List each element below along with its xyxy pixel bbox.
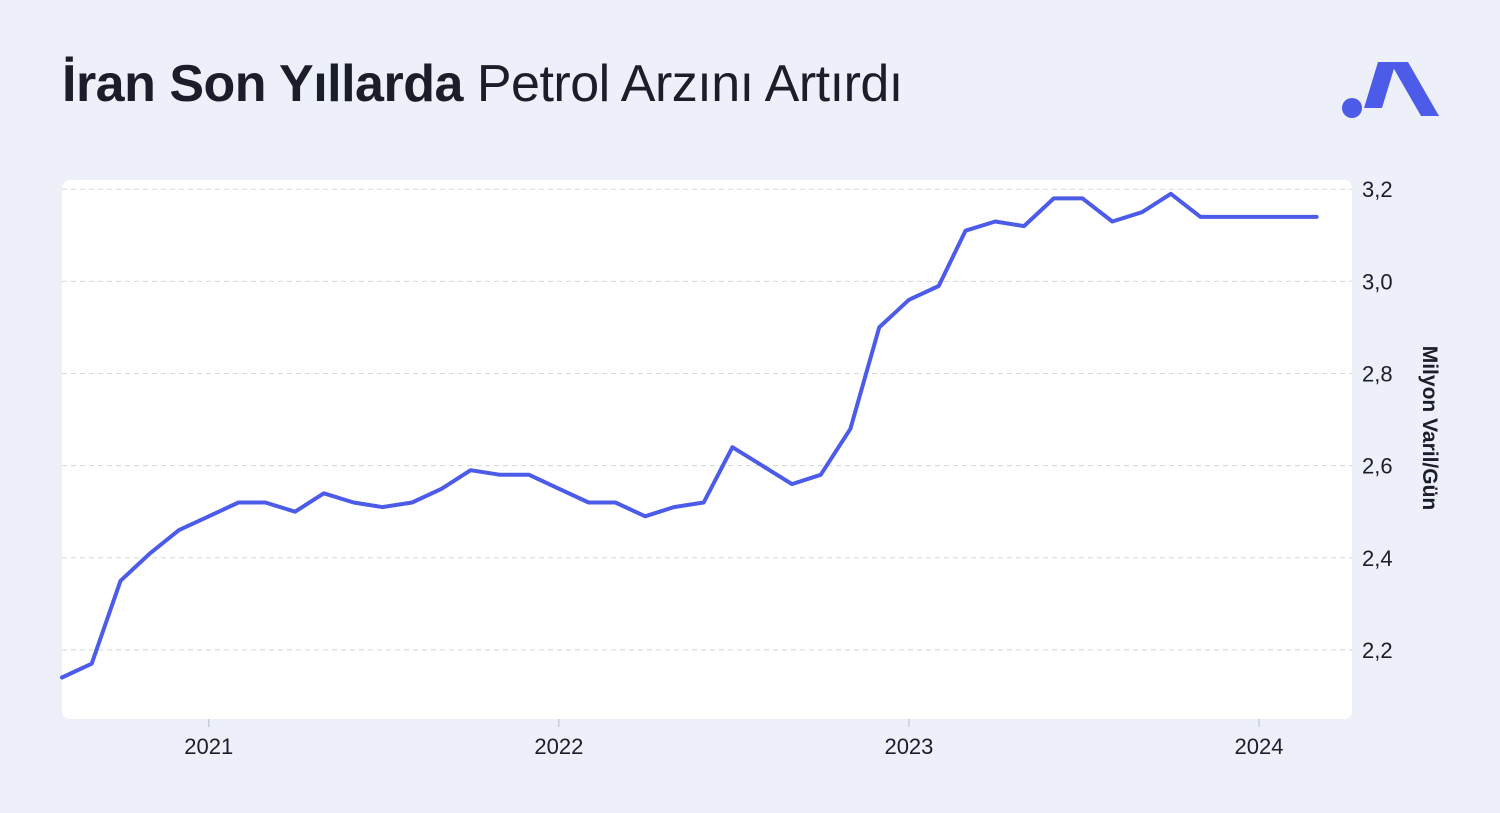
y-tick-label: 3,2 <box>1362 177 1393 202</box>
x-tick-label: 2023 <box>884 734 933 759</box>
plot-area <box>62 180 1352 719</box>
chart-title-light: Petrol Arzını Artırdı <box>476 55 903 113</box>
x-tick-label: 2022 <box>534 734 583 759</box>
y-tick-label: 2,8 <box>1362 361 1393 386</box>
y-axis-ticks: 2,2 2,4 2,6 2,8 3,0 3,2 <box>1362 177 1393 663</box>
grid-lines <box>62 188 1352 651</box>
chart-title-bold: İran Son Yıllarda <box>62 55 463 113</box>
y-tick-label: 3,0 <box>1362 269 1393 294</box>
logo-stroke-left <box>1364 62 1396 108</box>
chart-title: İran Son Yıllarda Petrol Arzını Artırdı <box>62 54 903 114</box>
y-axis-label: Milyon Varil/Gün <box>1418 346 1441 511</box>
x-tick-label: 2024 <box>1235 734 1284 759</box>
logo-stroke-right <box>1390 62 1439 116</box>
series-line <box>60 191 1319 680</box>
brand-m-logo-icon <box>1342 62 1439 118</box>
logo-dot <box>1342 98 1362 118</box>
y-tick-label: 2,6 <box>1362 454 1393 479</box>
y-tick-label: 2,2 <box>1362 638 1393 663</box>
x-tick-label: 2021 <box>184 734 233 759</box>
y-tick-label: 2,4 <box>1362 546 1393 571</box>
x-axis-ticks: 2021 2022 2023 2024 <box>184 719 1283 759</box>
